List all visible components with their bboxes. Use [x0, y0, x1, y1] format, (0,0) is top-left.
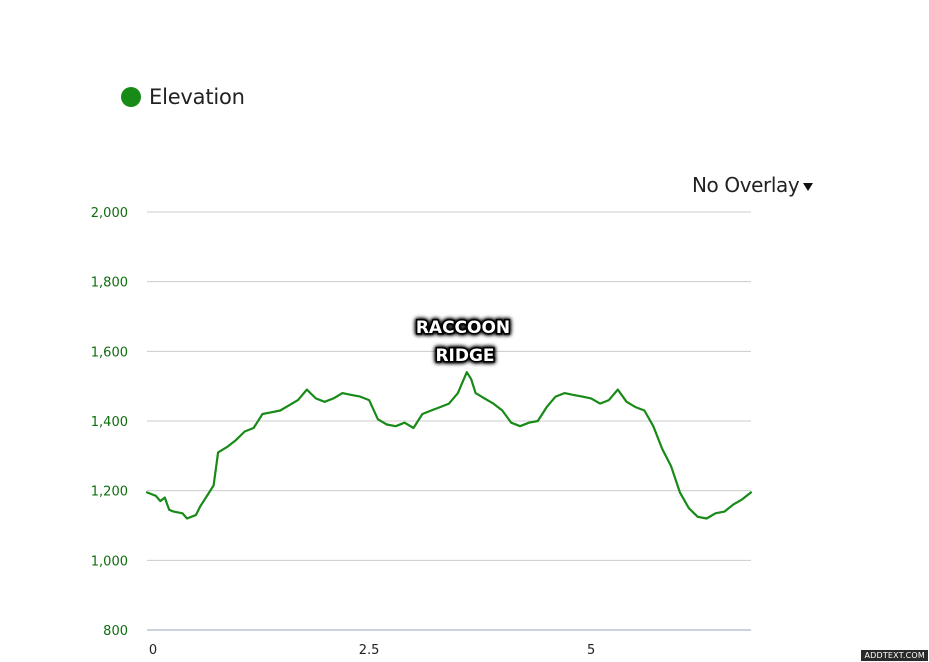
y-tick-label: 1,400 [91, 415, 128, 430]
series-layer [145, 371, 753, 520]
watermark-badge: ADDTEXT.COM [861, 650, 928, 661]
y-tick-label: 1,600 [91, 345, 128, 360]
legend-dot-icon [121, 87, 141, 107]
x-tick-label: 5 [587, 643, 595, 658]
y-tick-label: 800 [103, 624, 128, 639]
caret-down-icon [803, 183, 814, 191]
y-tick-label: 1,000 [91, 554, 128, 569]
overlay-dropdown-label: No Overlay [692, 173, 800, 197]
annotation-layer: RACCOON RIDGE [414, 317, 511, 368]
chart-legend[interactable]: Elevation [121, 85, 245, 109]
annotation-label-line1: RACCOON [416, 318, 510, 338]
y-tick-label: 1,200 [91, 485, 128, 500]
annotation-label-line2: RIDGE [435, 346, 494, 366]
series-line-elevation [145, 371, 753, 520]
x-tick-label: 2.5 [359, 643, 380, 658]
overlay-dropdown[interactable]: No Overlay [692, 173, 814, 197]
chart-grid [147, 211, 751, 631]
y-axis-ticks: 800 1,000 1,200 1,400 1,600 1,800 2,000 [91, 206, 128, 639]
legend-label: Elevation [149, 85, 245, 109]
x-tick-label: 0 [149, 643, 157, 658]
x-axis-ticks: 0 2.5 5 [149, 643, 595, 658]
y-tick-label: 2,000 [91, 206, 128, 221]
y-tick-label: 1,800 [91, 276, 128, 291]
